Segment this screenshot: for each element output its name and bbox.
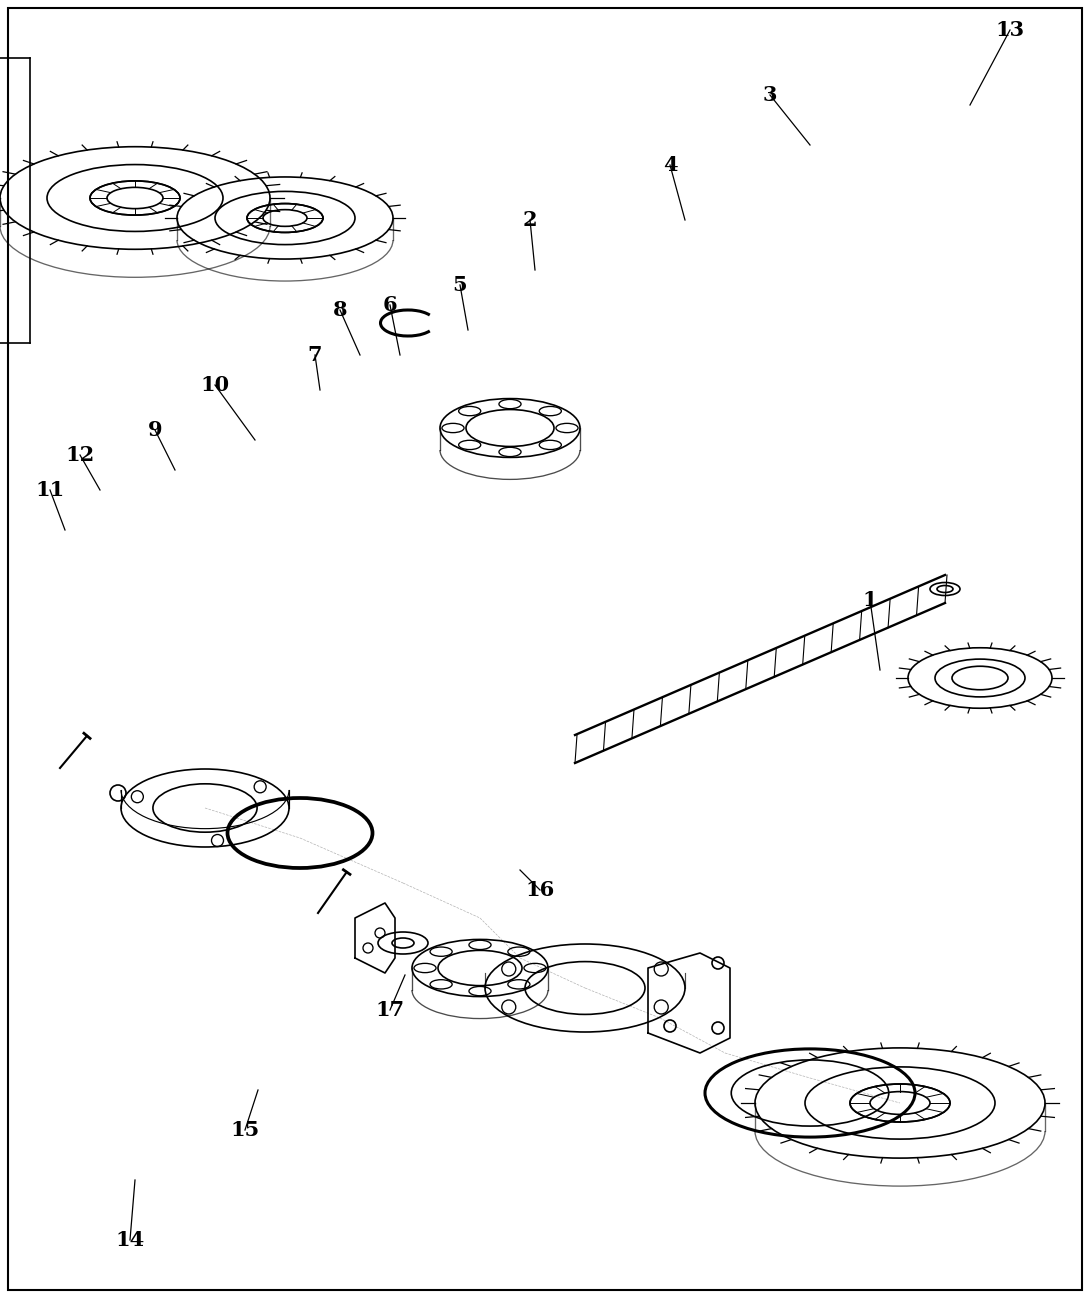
Text: 3: 3 (763, 84, 777, 105)
Text: 5: 5 (452, 275, 468, 295)
Text: 9: 9 (147, 421, 162, 440)
Text: 15: 15 (230, 1120, 259, 1140)
Text: 6: 6 (383, 295, 398, 315)
Text: 12: 12 (65, 445, 95, 465)
Text: 16: 16 (525, 880, 555, 900)
Text: 7: 7 (307, 345, 323, 365)
Text: 2: 2 (523, 210, 537, 230)
Text: 14: 14 (116, 1231, 145, 1250)
Text: 8: 8 (332, 300, 348, 321)
Text: 1: 1 (862, 591, 877, 610)
Text: 17: 17 (375, 999, 404, 1020)
Text: 10: 10 (201, 375, 230, 395)
Text: 13: 13 (995, 19, 1025, 40)
Text: 4: 4 (663, 154, 677, 175)
Text: 11: 11 (35, 480, 64, 500)
